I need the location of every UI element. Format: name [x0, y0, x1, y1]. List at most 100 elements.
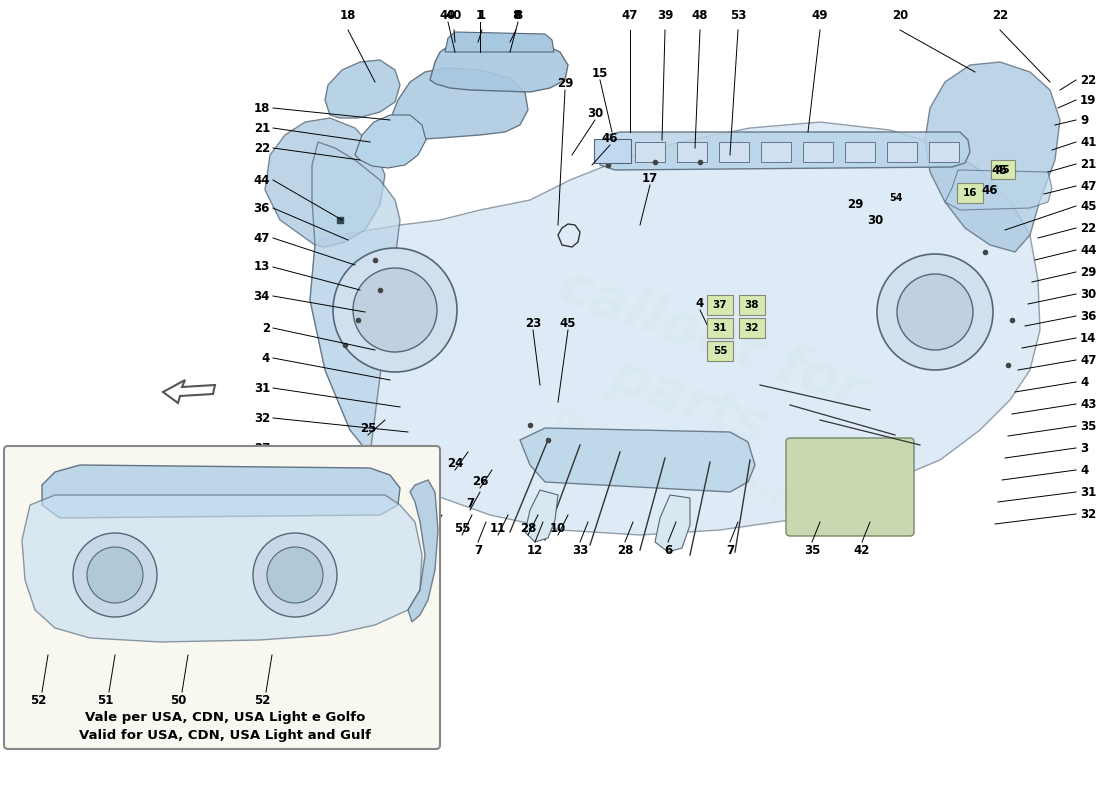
Text: 52: 52 — [254, 694, 271, 706]
Text: 45: 45 — [560, 317, 576, 330]
Text: 35: 35 — [1080, 419, 1097, 433]
Text: 49: 49 — [812, 9, 828, 22]
Text: 40: 40 — [446, 9, 462, 22]
Circle shape — [333, 248, 456, 372]
Text: 47: 47 — [1080, 179, 1097, 193]
Bar — [635, 142, 666, 162]
Text: Vale per USA, CDN, USA Light e Golfo: Vale per USA, CDN, USA Light e Golfo — [85, 710, 365, 723]
Text: 22: 22 — [1080, 222, 1097, 234]
Text: 15: 15 — [592, 67, 608, 80]
Text: 7: 7 — [474, 543, 482, 557]
Circle shape — [896, 274, 974, 350]
Text: 29: 29 — [557, 77, 573, 90]
Text: 37: 37 — [713, 300, 727, 310]
Bar — [676, 142, 707, 162]
FancyBboxPatch shape — [594, 139, 631, 163]
Text: 43: 43 — [1080, 398, 1097, 410]
Text: 8: 8 — [514, 9, 522, 22]
Polygon shape — [525, 490, 558, 542]
Text: 12: 12 — [527, 543, 543, 557]
Polygon shape — [265, 118, 385, 247]
Bar — [719, 142, 749, 162]
Circle shape — [353, 268, 437, 352]
Circle shape — [267, 547, 323, 603]
Text: 29: 29 — [847, 198, 864, 211]
Text: 36: 36 — [1080, 310, 1097, 322]
Text: 7: 7 — [726, 543, 734, 557]
Text: 24: 24 — [447, 457, 463, 470]
Text: 13: 13 — [254, 261, 270, 274]
Text: 42: 42 — [854, 543, 870, 557]
Text: 8: 8 — [512, 9, 520, 22]
Text: 16: 16 — [962, 188, 977, 198]
Text: 4: 4 — [696, 297, 704, 310]
Text: 47: 47 — [254, 231, 270, 245]
Text: 18: 18 — [340, 9, 356, 22]
Text: 33: 33 — [572, 543, 588, 557]
Text: 4: 4 — [262, 351, 270, 365]
Text: 44: 44 — [1080, 243, 1097, 257]
Text: 47: 47 — [1080, 354, 1097, 366]
Text: 17: 17 — [642, 172, 658, 185]
Text: 29: 29 — [1080, 266, 1097, 278]
FancyBboxPatch shape — [4, 446, 440, 749]
Text: 19: 19 — [1080, 94, 1097, 106]
Text: 10: 10 — [550, 522, 566, 535]
Text: 4: 4 — [1080, 375, 1088, 389]
Text: 28: 28 — [520, 522, 536, 535]
Text: 27: 27 — [254, 442, 270, 454]
Bar — [803, 142, 833, 162]
Circle shape — [253, 533, 337, 617]
Text: Valid for USA, CDN, USA Light and Gulf: Valid for USA, CDN, USA Light and Gulf — [79, 729, 371, 742]
Text: 40: 40 — [440, 9, 456, 22]
Text: 23: 23 — [525, 317, 541, 330]
Text: 51: 51 — [97, 694, 113, 706]
Text: 55: 55 — [453, 522, 471, 535]
Text: 46: 46 — [602, 132, 618, 145]
Text: 22: 22 — [1080, 74, 1097, 86]
Text: 6: 6 — [664, 543, 672, 557]
FancyBboxPatch shape — [707, 295, 733, 315]
Polygon shape — [310, 122, 1040, 535]
Polygon shape — [654, 495, 690, 552]
FancyBboxPatch shape — [739, 318, 764, 338]
Text: 52: 52 — [30, 694, 46, 706]
Text: 9: 9 — [1080, 114, 1088, 126]
Text: ferrari california t: ferrari california t — [550, 404, 849, 536]
Polygon shape — [42, 465, 400, 518]
Text: 45: 45 — [992, 163, 1009, 177]
Text: 54: 54 — [889, 193, 903, 203]
FancyBboxPatch shape — [739, 295, 764, 315]
Polygon shape — [446, 32, 554, 52]
Text: 30: 30 — [867, 214, 883, 226]
Text: 38: 38 — [745, 300, 759, 310]
Text: 46: 46 — [981, 183, 999, 197]
Polygon shape — [355, 115, 426, 168]
Text: 30: 30 — [1080, 287, 1097, 301]
Text: 55: 55 — [713, 346, 727, 356]
Text: 2: 2 — [262, 322, 270, 334]
Circle shape — [87, 547, 143, 603]
Text: 25: 25 — [360, 422, 376, 435]
FancyBboxPatch shape — [991, 160, 1015, 179]
Text: 44: 44 — [253, 174, 270, 186]
Text: 11: 11 — [490, 522, 506, 535]
Text: 30: 30 — [587, 107, 603, 120]
Text: 45: 45 — [996, 165, 1010, 175]
Text: 1: 1 — [477, 9, 486, 22]
Text: 42: 42 — [254, 471, 270, 485]
Text: 50: 50 — [169, 694, 186, 706]
Text: 4: 4 — [1080, 463, 1088, 477]
Text: 31: 31 — [713, 323, 727, 333]
Text: 32: 32 — [745, 323, 759, 333]
Text: 21: 21 — [254, 122, 270, 134]
FancyBboxPatch shape — [957, 183, 983, 203]
Text: 35: 35 — [804, 543, 821, 557]
Polygon shape — [520, 428, 755, 492]
Bar — [845, 142, 875, 162]
Text: 31: 31 — [254, 382, 270, 394]
Text: 34: 34 — [254, 290, 270, 302]
FancyBboxPatch shape — [786, 438, 914, 536]
Text: 45: 45 — [1080, 199, 1097, 213]
Bar — [761, 142, 791, 162]
